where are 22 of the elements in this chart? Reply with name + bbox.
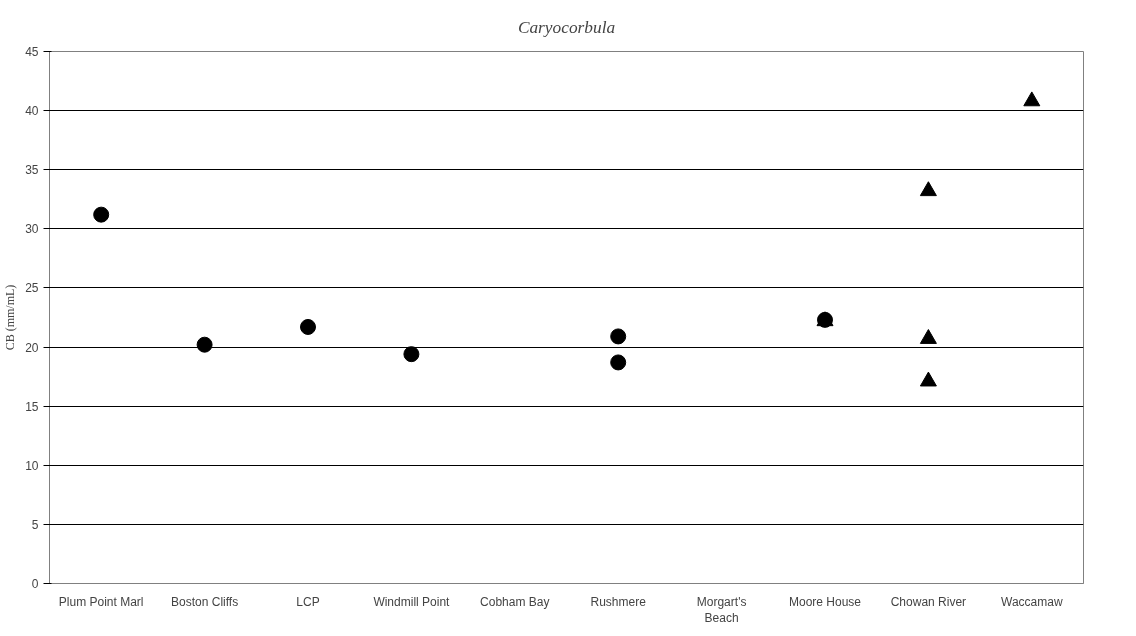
y-tick-label: 45 (25, 45, 39, 59)
x-tick-label: Windmill Point (373, 594, 451, 609)
y-tick-label: 35 (25, 163, 39, 178)
x-tick-label: Chowan River (890, 594, 967, 609)
y-tick-label: 40 (25, 104, 39, 119)
y-axis-title: CB (mm/mL) (3, 284, 18, 351)
chart-title: Caryocorbula (517, 17, 616, 37)
x-tick-label: LCP (296, 594, 320, 609)
y-tick-label: 10 (25, 458, 39, 473)
x-tick-label: Rushmere (590, 594, 647, 609)
x-tick-label: Plum Point Marl (58, 594, 144, 609)
y-tick-label: 25 (25, 281, 39, 296)
y-tick-label: 5 (31, 517, 39, 532)
x-tick-label: Cobham Bay (480, 594, 550, 609)
x-tick-label: Boston Cliffs (171, 594, 239, 609)
y-tick-label: 30 (25, 222, 39, 237)
y-tick-label: 0 (31, 577, 39, 591)
x-tick-label: Moore House (788, 594, 862, 609)
x-tick-label: Waccamaw (1001, 594, 1063, 609)
y-tick-label: 15 (25, 399, 39, 414)
y-tick-label: 20 (25, 340, 39, 355)
x-tick-label: Morgart's Beach (696, 594, 747, 626)
